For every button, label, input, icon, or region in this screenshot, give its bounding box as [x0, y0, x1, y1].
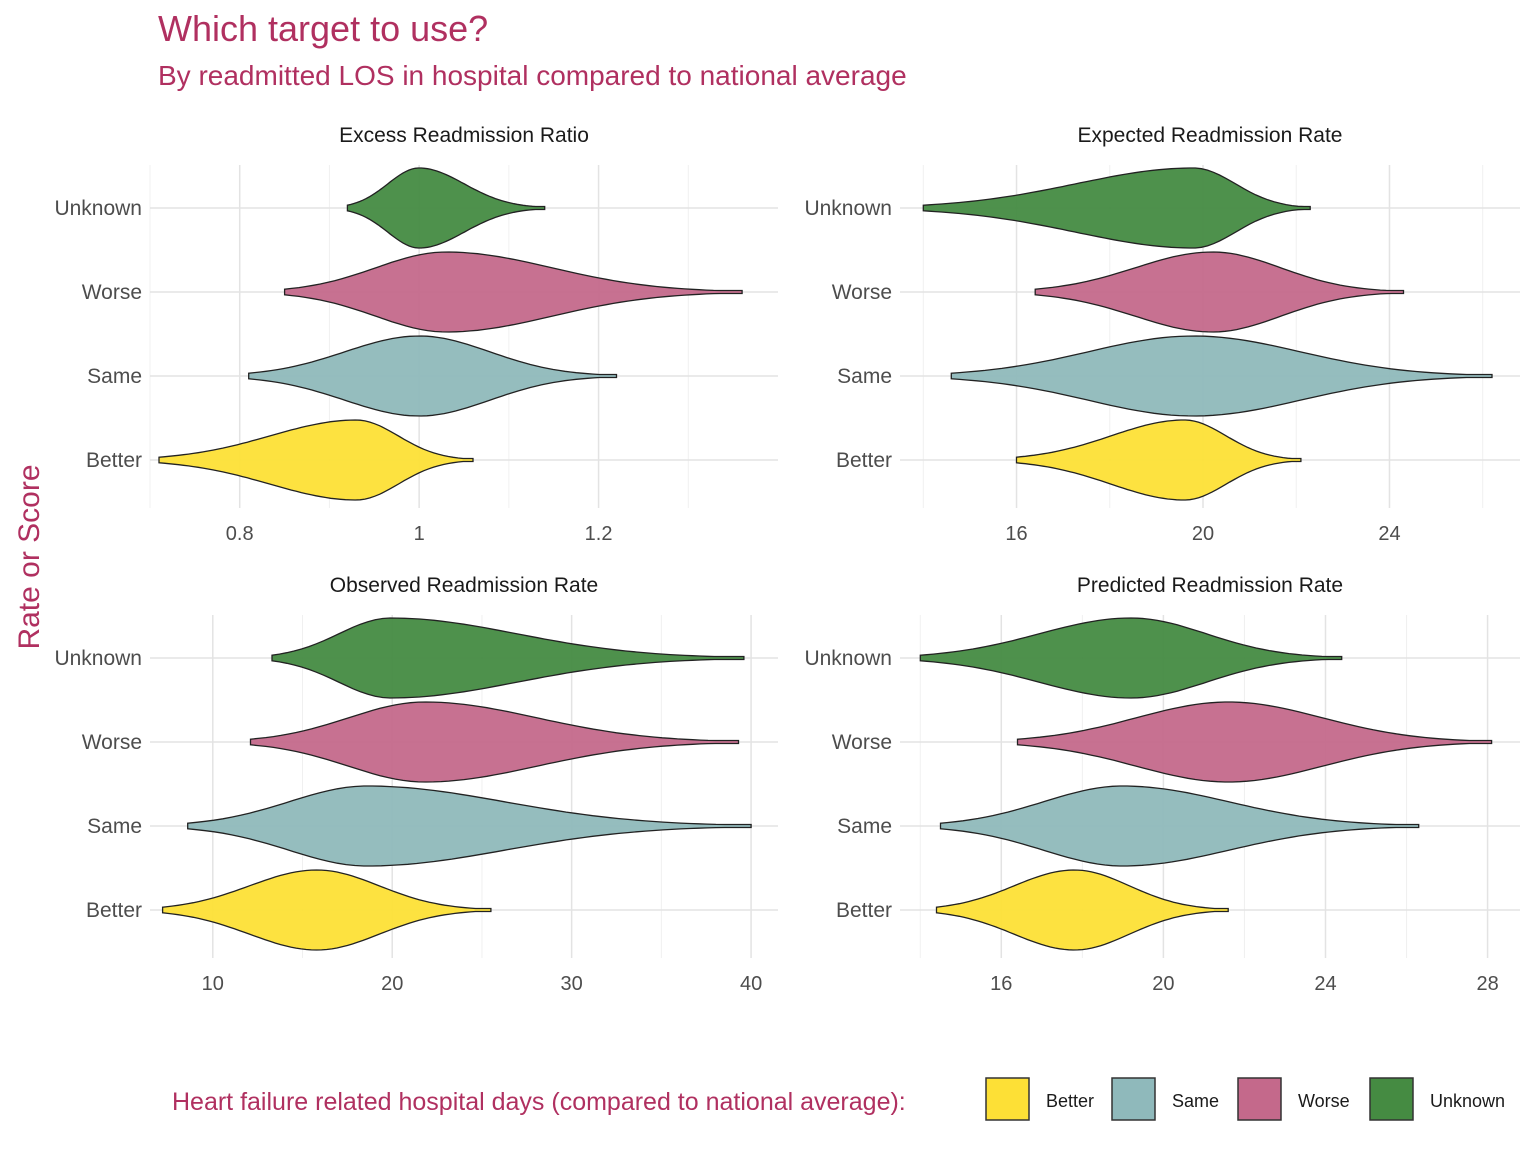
violin-better: [161, 869, 492, 951]
facet-title: Predicted Readmission Rate: [1077, 574, 1343, 597]
y-tick-label: Unknown: [54, 647, 142, 670]
y-tick-label: Better: [86, 449, 142, 472]
x-tick-label: 30: [561, 973, 583, 995]
x-tick-label: 1.2: [585, 523, 613, 545]
legend-swatch: [1111, 1077, 1156, 1121]
legend-swatch: [1369, 1077, 1414, 1121]
y-tick-label: Better: [836, 899, 892, 922]
legend: Heart failure related hospital days (com…: [172, 1077, 1505, 1121]
y-tick-label: Worse: [82, 281, 142, 304]
chart-subtitle: By readmitted LOS in hospital compared t…: [158, 60, 907, 91]
violin-worse: [1034, 251, 1405, 333]
y-tick-label: Same: [837, 815, 892, 838]
panel-excess-readmission-ratio: Excess Readmission Ratio 0.8 1 1.2 Better Sam…: [54, 124, 778, 545]
legend-label: Worse: [1298, 1091, 1350, 1111]
x-tick-label: 24: [1314, 973, 1336, 995]
legend-label: Better: [1046, 1091, 1094, 1111]
y-axis-title: Rate or Score: [13, 464, 46, 649]
violin-same: [248, 335, 618, 417]
facet-title: Expected Readmission Rate: [1078, 124, 1343, 147]
panel-observed-readmission-rate: Observed Readmission Rate 10 20 30 40 Better S…: [54, 574, 778, 995]
y-tick-label: Same: [87, 815, 142, 838]
y-tick-label: Worse: [832, 731, 892, 754]
x-tick-label: 0.8: [226, 523, 254, 545]
violin-worse: [249, 701, 740, 783]
facet-title: Observed Readmission Rate: [330, 574, 598, 597]
violin-better: [1015, 419, 1302, 501]
violin-same: [939, 785, 1420, 867]
x-tick-label: 16: [1005, 523, 1027, 545]
violin-unknown: [271, 617, 745, 699]
violin-worse: [283, 251, 743, 333]
x-tick-label: 1: [414, 523, 425, 545]
legend-label: Unknown: [1430, 1091, 1505, 1111]
y-tick-label: Same: [87, 365, 142, 388]
facet-panels: Excess Readmission Ratio 0.8 1 1.2 Better Sam…: [54, 124, 1520, 995]
y-tick-label: Worse: [82, 731, 142, 754]
legend-title: Heart failure related hospital days (com…: [172, 1088, 906, 1116]
y-tick-label: Better: [836, 449, 892, 472]
legend-item-unknown: Unknown: [1369, 1077, 1505, 1121]
x-tick-label: 16: [990, 973, 1012, 995]
violin-unknown: [919, 617, 1343, 699]
legend-item-better: Better: [985, 1077, 1094, 1121]
violin-better: [158, 419, 474, 501]
chart-title: Which target to use?: [158, 8, 489, 49]
legend-swatch: [1237, 1077, 1282, 1121]
panel-predicted-readmission-rate: Predicted Readmission Rate 16 20 24 28 Better…: [804, 574, 1520, 995]
violin-same: [187, 785, 752, 867]
y-tick-label: Same: [837, 365, 892, 388]
panel-expected-readmission-rate: Expected Readmission Rate 16 20 24 Better Sam…: [804, 124, 1520, 545]
y-tick-label: Unknown: [804, 647, 892, 670]
x-tick-label: 28: [1476, 973, 1498, 995]
x-tick-label: 20: [1192, 523, 1214, 545]
legend-item-same: Same: [1111, 1077, 1219, 1121]
x-tick-label: 20: [381, 973, 403, 995]
legend-item-worse: Worse: [1237, 1077, 1350, 1121]
x-tick-label: 20: [1152, 973, 1174, 995]
legend-swatch: [985, 1077, 1030, 1121]
y-tick-label: Unknown: [804, 197, 892, 220]
violin-unknown: [346, 167, 546, 249]
legend-label: Same: [1172, 1091, 1219, 1111]
y-tick-label: Worse: [832, 281, 892, 304]
violin-better: [935, 869, 1229, 951]
x-tick-label: 24: [1378, 523, 1400, 545]
y-tick-label: Better: [86, 899, 142, 922]
x-tick-label: 40: [740, 973, 762, 995]
x-tick-label: 10: [202, 973, 224, 995]
violin-same: [950, 335, 1493, 417]
facet-title: Excess Readmission Ratio: [339, 124, 589, 147]
violin-worse: [1016, 701, 1493, 783]
violin-unknown: [922, 167, 1311, 249]
y-tick-label: Unknown: [54, 197, 142, 220]
